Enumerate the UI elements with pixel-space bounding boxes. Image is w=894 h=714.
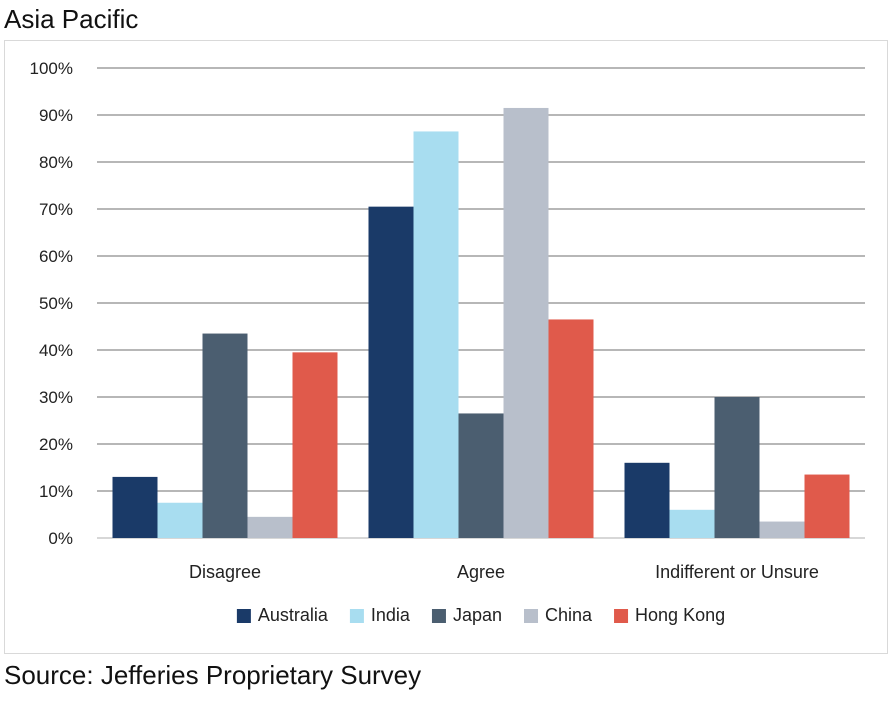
legend-item-japan: Japan [431, 605, 502, 625]
legend: Australia India Japan China Hong Kong [236, 605, 725, 625]
bar-china-indifferent-or-unsure [759, 521, 805, 538]
legend-swatch [431, 609, 446, 623]
bar-india-indifferent-or-unsure [669, 509, 715, 538]
source-note: Source: Jefferies Proprietary Survey [4, 660, 422, 690]
bar-australia-agree [368, 206, 414, 538]
y-tick-label: 60% [39, 247, 73, 266]
bars [112, 107, 850, 538]
x-tick-label: Disagree [189, 562, 261, 582]
legend-label: Japan [453, 605, 502, 625]
legend-item-australia: Australia [236, 605, 329, 625]
x-axis-labels: Disagree Agree Indifferent or Unsure [189, 562, 819, 582]
bar-hong-kong-indifferent-or-unsure [804, 474, 850, 538]
legend-swatch [614, 609, 629, 623]
x-tick-label: Agree [457, 562, 505, 582]
y-tick-label: 30% [39, 388, 73, 407]
bar-hong-kong-disagree [292, 352, 338, 538]
legend-label: Australia [258, 605, 329, 625]
legend-swatch [349, 609, 364, 623]
y-tick-label: 70% [39, 200, 73, 219]
bar-chart: 0% 10% 20% 30% 40% 50% 60% 70% 80% 90% 100% Disagr… [30, 59, 865, 625]
bar-australia-indifferent-or-unsure [624, 462, 670, 538]
bar-china-agree [503, 107, 549, 538]
y-tick-label: 10% [39, 482, 73, 501]
x-tick-label: Indifferent or Unsure [655, 562, 819, 582]
chart-frame: 0% 10% 20% 30% 40% 50% 60% 70% 80% 90% 100% Disagr… [4, 40, 888, 654]
legend-item-india: India [349, 605, 411, 625]
y-tick-label: 50% [39, 294, 73, 313]
y-tick-label: 20% [39, 435, 73, 454]
legend-label: Hong Kong [635, 605, 725, 625]
legend-item-china: China [524, 605, 593, 625]
bar-japan-disagree [202, 333, 248, 538]
y-tick-label: 40% [39, 341, 73, 360]
legend-swatch [524, 609, 539, 623]
y-tick-label: 80% [39, 153, 73, 172]
bar-hong-kong-agree [548, 319, 594, 538]
legend-label: India [371, 605, 411, 625]
bar-japan-agree [458, 413, 504, 538]
y-tick-label: 90% [39, 106, 73, 125]
bar-india-agree [413, 131, 459, 538]
bar-japan-indifferent-or-unsure [714, 397, 760, 538]
legend-item-hong-kong: Hong Kong [614, 605, 725, 625]
bar-china-disagree [247, 516, 293, 538]
y-tick-label: 0% [48, 529, 73, 548]
legend-swatch [236, 609, 251, 623]
bar-australia-disagree [112, 476, 158, 538]
y-tick-label: 100% [30, 59, 73, 78]
y-axis-ticks: 0% 10% 20% 30% 40% 50% 60% 70% 80% 90% 100% [30, 59, 73, 548]
legend-label: China [545, 605, 593, 625]
chart-title: Asia Pacific [4, 4, 139, 34]
bar-india-disagree [157, 502, 203, 538]
